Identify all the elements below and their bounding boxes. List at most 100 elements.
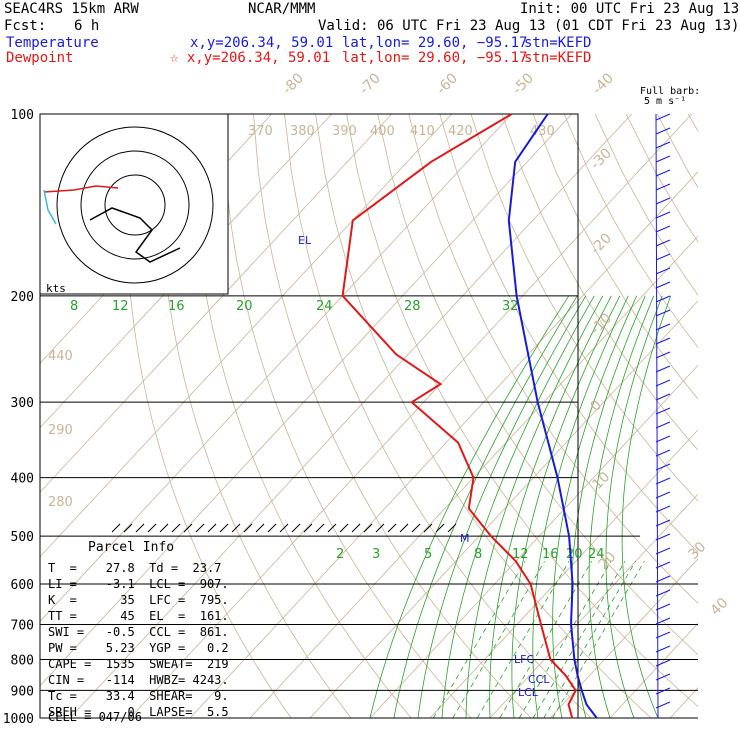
dry-adiabat bbox=[125, 114, 292, 718]
wind-barb bbox=[655, 211, 671, 219]
hatch-mark bbox=[159, 523, 169, 533]
wind-barb bbox=[655, 449, 671, 457]
theta-label: 400 bbox=[370, 124, 395, 139]
hatch-mark bbox=[147, 523, 157, 533]
mixing-ratio-line bbox=[432, 560, 526, 718]
theta-label: 430 bbox=[530, 124, 555, 139]
hatch-mark bbox=[303, 523, 313, 533]
isotherm-line bbox=[40, 114, 573, 687]
dewpoint-stn: stn=KEFD bbox=[524, 50, 592, 66]
hatch-mark bbox=[183, 523, 193, 533]
mixing-label: 5 bbox=[424, 547, 432, 562]
theta-label: 380 bbox=[290, 124, 315, 139]
mixing-ratio-line bbox=[476, 560, 570, 718]
isotherm-line bbox=[129, 114, 693, 718]
wind-barb bbox=[655, 491, 671, 499]
mixing-ratio-line bbox=[518, 560, 612, 718]
hatch-mark bbox=[219, 523, 229, 533]
hodograph-ring bbox=[104, 174, 166, 236]
isotherm-label: -40 bbox=[590, 70, 617, 97]
dry-adiabat bbox=[190, 114, 412, 718]
isobar-label: 300 bbox=[11, 396, 34, 411]
wind-barb bbox=[655, 113, 671, 121]
isotherm-label: -50 bbox=[510, 70, 537, 97]
wind-barb bbox=[655, 267, 671, 275]
mixing-label: 12 bbox=[112, 299, 129, 314]
isobar-label: 500 bbox=[11, 530, 34, 545]
wind-barb bbox=[655, 155, 671, 163]
wind-barb bbox=[655, 575, 671, 583]
hatch-mark bbox=[255, 523, 265, 533]
parcel-row: Tc = 33.4 SHEAR= 9. bbox=[48, 689, 229, 703]
mixing-label: 2 bbox=[336, 547, 344, 562]
level-label: LCL bbox=[518, 686, 539, 699]
level-label: LFC bbox=[514, 653, 534, 666]
isobar-label: 100 bbox=[11, 108, 34, 123]
parcel-row: LI = -3.1 LCL = 907. bbox=[48, 577, 229, 591]
level-label: EL bbox=[298, 234, 312, 247]
mixing-ratio-line bbox=[543, 560, 636, 718]
barb-legend-1: Full barb: bbox=[640, 86, 701, 97]
hatch-mark bbox=[231, 523, 241, 533]
isobar-label: 1000 bbox=[3, 712, 34, 727]
hatch-mark bbox=[447, 523, 457, 533]
wind-barb bbox=[655, 687, 671, 695]
wind-barb bbox=[655, 197, 671, 205]
mixing-label: 32 bbox=[502, 299, 519, 314]
fcst-value: 6 h bbox=[74, 18, 100, 34]
isotherm-line bbox=[40, 114, 393, 493]
wind-barb bbox=[655, 435, 671, 443]
dry-adiabat bbox=[532, 114, 698, 400]
hatch-mark bbox=[111, 523, 121, 533]
wind-barb bbox=[655, 365, 671, 373]
isobar-label: 800 bbox=[11, 653, 34, 668]
dewpoint-legend: Dewpoint bbox=[6, 50, 74, 66]
valid-label: Valid: 06 UTC Fri 23 Aug 13 (01 CDT Fri … bbox=[318, 18, 740, 34]
isotherm-line bbox=[369, 364, 698, 718]
wind-barb bbox=[655, 281, 671, 289]
wind-barb bbox=[655, 603, 671, 611]
hodograph-ring bbox=[80, 150, 190, 260]
mixing-ratio-line bbox=[552, 560, 645, 718]
isotherm-line bbox=[40, 114, 453, 558]
parcel-info-title: Parcel Info bbox=[88, 540, 175, 555]
moist-adiabat bbox=[465, 295, 604, 718]
dry-adiabat bbox=[158, 114, 352, 718]
theta-label: 280 bbox=[48, 495, 73, 510]
isotherm-line bbox=[40, 114, 513, 622]
hodograph-units: kts bbox=[46, 282, 66, 295]
isotherm-line bbox=[609, 622, 698, 718]
mixing-label: 8 bbox=[70, 299, 78, 314]
hatch-mark bbox=[279, 523, 289, 533]
wind-barb bbox=[655, 645, 671, 653]
hatch-mark bbox=[399, 523, 409, 533]
isotherm-line bbox=[69, 114, 633, 718]
theta-label: 410 bbox=[410, 124, 435, 139]
dry-adiabat bbox=[470, 114, 698, 502]
dry-adiabat bbox=[315, 114, 652, 718]
isotherm-label: -30 bbox=[588, 145, 615, 172]
wind-barb bbox=[655, 337, 671, 345]
hatch-mark bbox=[423, 523, 433, 533]
wind-barb bbox=[655, 379, 671, 387]
mixing-label: 28 bbox=[404, 299, 421, 314]
wind-barb bbox=[655, 673, 671, 681]
theta-label: 290 bbox=[48, 423, 73, 438]
wind-barb bbox=[655, 225, 671, 233]
level-label: M bbox=[460, 532, 470, 545]
isobar-label: 200 bbox=[11, 290, 34, 305]
model-label: SEAC4RS 15km ARW bbox=[4, 1, 139, 17]
hatch-mark bbox=[291, 523, 301, 533]
theta-label: 370 bbox=[248, 124, 273, 139]
dewpoint-xy: ☆ x,y=206.34, 59.01 bbox=[170, 50, 331, 66]
wind-barb bbox=[655, 323, 671, 331]
wind-barb bbox=[655, 505, 671, 513]
mixing-label: 3 bbox=[372, 547, 380, 562]
mixing-label: 20 bbox=[566, 547, 583, 562]
dry-adiabat bbox=[346, 114, 698, 708]
wind-barb bbox=[655, 407, 671, 415]
hatch-mark bbox=[387, 523, 397, 533]
isotherm-label: -20 bbox=[588, 230, 615, 257]
isotherm-line bbox=[669, 687, 698, 718]
